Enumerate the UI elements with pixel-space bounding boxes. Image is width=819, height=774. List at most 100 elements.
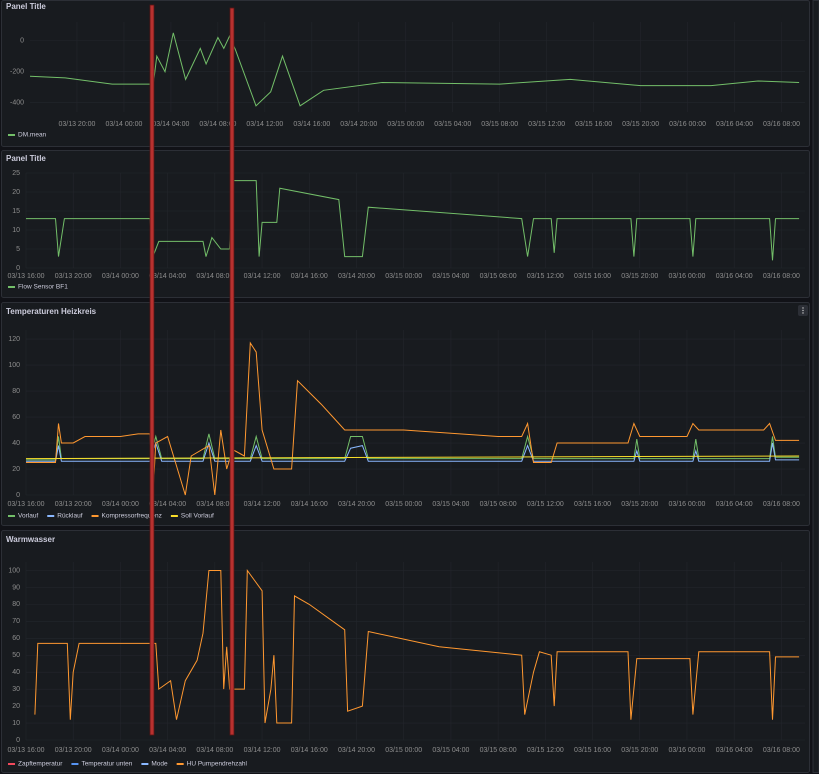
x-tick-label: 03/14 20:00 xyxy=(340,121,377,128)
x-tick-label: 03/13 20:00 xyxy=(55,747,92,754)
x-tick-label: 03/15 04:00 xyxy=(432,501,469,508)
y-tick-label: 0 xyxy=(16,492,20,499)
x-tick-label: 03/16 08:00 xyxy=(763,501,800,508)
y-tick-label: 0 xyxy=(20,37,24,44)
x-tick-label: 03/14 00:00 xyxy=(102,273,139,280)
legend-label: Flow Sensor BF1 xyxy=(18,284,68,291)
x-tick-label: 03/14 00:00 xyxy=(102,747,139,754)
x-tick-label: 03/14 12:00 xyxy=(244,273,281,280)
x-tick-label: 03/15 12:00 xyxy=(528,121,565,128)
charts: -400 -200 0 03/13 20:00 03/14 00:00 03/14 04:… xyxy=(8,22,805,768)
x-tick-label: 03/15 16:00 xyxy=(574,273,611,280)
marker-line xyxy=(229,7,235,736)
y-tick-label: 0 xyxy=(16,265,20,272)
x-tick-label: 03/16 00:00 xyxy=(668,501,705,508)
x-tick-label: 03/13 20:00 xyxy=(55,273,92,280)
y-tick-label: 90 xyxy=(12,584,20,591)
legend-label: HU Pumpendrehzahl xyxy=(187,761,248,768)
x-tick-label: 03/13 16:00 xyxy=(8,501,45,508)
x-tick-label: 03/15 04:00 xyxy=(432,273,469,280)
y-tick-label: 20 xyxy=(12,466,20,473)
legend-label: DM.mean xyxy=(18,132,47,139)
x-tick-label: 03/14 04:00 xyxy=(149,747,186,754)
x-tick-label: 03/15 00:00 xyxy=(385,273,422,280)
x-tick-label: 03/14 00:00 xyxy=(102,501,139,508)
x-tick-label: 03/14 08:00 xyxy=(199,121,236,128)
x-tick-label: 03/16 04:00 xyxy=(716,501,753,508)
y-tick-label: 20 xyxy=(12,703,20,710)
x-tick-label: 03/14 20:00 xyxy=(338,747,375,754)
panel-title: Temperaturen Heizkreis xyxy=(6,307,97,316)
x-tick-label: 03/15 08:00 xyxy=(481,121,518,128)
panel xyxy=(1,530,810,773)
x-tick-label: 03/16 04:00 xyxy=(716,121,753,128)
x-tick-label: 03/15 20:00 xyxy=(621,747,658,754)
x-tick-label: 03/15 08:00 xyxy=(480,747,517,754)
x-tick-label: 03/14 16:00 xyxy=(291,273,328,280)
y-tick-label: 25 xyxy=(12,170,20,177)
y-tick-label: 0 xyxy=(16,737,20,744)
y-tick-label: 20 xyxy=(12,189,20,196)
red-markers xyxy=(149,4,235,736)
marker-line xyxy=(149,4,155,736)
x-tick-label: 03/13 20:00 xyxy=(55,501,92,508)
legend-swatch xyxy=(170,515,178,517)
x-tick-label: 03/16 08:00 xyxy=(763,121,800,128)
panel xyxy=(1,150,810,298)
legend-swatch xyxy=(47,515,55,517)
series-line xyxy=(26,180,800,261)
legend-swatch xyxy=(141,763,149,765)
x-tick-label: 03/13 20:00 xyxy=(58,121,95,128)
x-tick-label: 03/14 12:00 xyxy=(246,121,283,128)
x-tick-label: 03/16 04:00 xyxy=(716,747,753,754)
x-tick-label: 03/14 04:00 xyxy=(149,501,186,508)
series-line xyxy=(26,341,800,496)
y-tick-label: 100 xyxy=(8,362,20,369)
x-tick-label: 03/15 20:00 xyxy=(621,273,658,280)
x-tick-label: 03/15 12:00 xyxy=(527,501,564,508)
x-tick-label: 03/15 16:00 xyxy=(574,501,611,508)
series-line xyxy=(26,441,800,462)
menu-dot xyxy=(802,307,804,309)
x-tick-label: 03/13 16:00 xyxy=(8,747,45,754)
y-tick-label: 10 xyxy=(12,720,20,727)
panel-title: Panel Title xyxy=(6,2,46,11)
panel-menu[interactable] xyxy=(798,305,808,316)
y-tick-label: 40 xyxy=(12,440,20,447)
x-tick-label: 03/15 16:00 xyxy=(574,747,611,754)
y-tick-label: 5 xyxy=(16,246,20,253)
x-tick-label: 03/15 20:00 xyxy=(622,121,659,128)
legend-label: Temperatur unten xyxy=(81,761,132,768)
x-tick-label: 03/16 00:00 xyxy=(668,273,705,280)
legend-label: Zapftemperatur xyxy=(18,761,63,768)
panel-title: Warmwasser xyxy=(6,535,55,544)
x-tick-label: 03/14 20:00 xyxy=(338,273,375,280)
legend-swatch xyxy=(91,515,99,517)
legend-swatch xyxy=(8,134,15,136)
x-tick-label: 03/14 08:00 xyxy=(196,273,233,280)
scrollbar-track xyxy=(812,0,819,773)
x-tick-label: 03/14 08:00 xyxy=(196,501,233,508)
y-tick-label: 40 xyxy=(12,669,20,676)
y-tick-label: 80 xyxy=(12,388,20,395)
x-tick-label: 03/15 00:00 xyxy=(385,501,422,508)
legend-swatch xyxy=(8,515,15,517)
x-tick-label: 03/14 12:00 xyxy=(244,501,281,508)
series-line xyxy=(26,433,800,461)
x-tick-label: 03/15 20:00 xyxy=(621,501,658,508)
panel-title: Panel Title xyxy=(6,154,46,163)
series-line xyxy=(34,569,800,724)
legend-label: Rücklauf xyxy=(57,513,82,520)
x-tick-label: 03/16 08:00 xyxy=(763,273,800,280)
x-tick-label: 03/16 04:00 xyxy=(716,273,753,280)
x-tick-label: 03/15 08:00 xyxy=(480,273,517,280)
y-tick-label: -200 xyxy=(10,68,24,75)
x-tick-label: 03/14 20:00 xyxy=(338,501,375,508)
legend-label: Kompressorfrequenz xyxy=(102,513,162,520)
legend-label: Soll Vorlauf xyxy=(181,513,214,520)
x-tick-label: 03/14 16:00 xyxy=(293,121,330,128)
x-tick-label: 03/14 04:00 xyxy=(149,273,186,280)
x-tick-label: 03/14 08:00 xyxy=(196,747,233,754)
